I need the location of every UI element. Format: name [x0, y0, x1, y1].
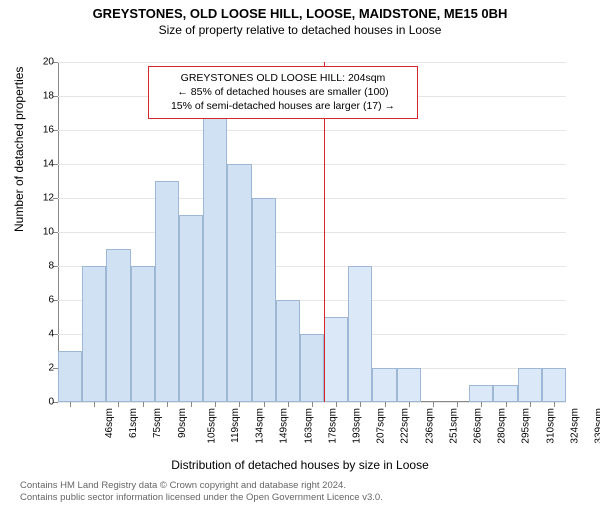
x-tick-label: 105sqm — [206, 408, 217, 444]
histogram-bar — [252, 198, 276, 402]
x-tick-label: 119sqm — [230, 408, 241, 443]
x-tick-mark — [264, 402, 265, 407]
x-tick-mark — [506, 402, 507, 407]
annotation-line: ← 85% of detached houses are smaller (10… — [155, 85, 411, 99]
histogram-bar — [227, 164, 251, 402]
plot-area: 0246810121416182046sqm61sqm75sqm90sqm105… — [58, 62, 566, 402]
x-tick-label: 90sqm — [177, 408, 188, 438]
histogram-bar — [82, 266, 106, 402]
x-tick-mark — [457, 402, 458, 407]
histogram-bar — [493, 385, 517, 402]
y-tick-label: 18 — [30, 91, 54, 102]
gridline — [58, 198, 566, 199]
x-tick-mark — [433, 402, 434, 407]
x-tick-mark — [554, 402, 555, 407]
x-tick-label: 266sqm — [473, 408, 484, 444]
footer-line-1: Contains HM Land Registry data © Crown c… — [20, 480, 600, 492]
gridline — [58, 232, 566, 233]
y-tick-label: 20 — [30, 57, 54, 68]
y-tick-label: 6 — [30, 295, 54, 306]
x-tick-mark — [530, 402, 531, 407]
x-tick-label: 207sqm — [376, 408, 387, 444]
histogram-bar — [131, 266, 155, 402]
x-tick-mark — [167, 402, 168, 407]
histogram-bar — [203, 96, 227, 402]
annotation-line: 15% of semi-detached houses are larger (… — [155, 99, 411, 113]
x-tick-label: 61sqm — [128, 408, 139, 438]
gridline — [58, 130, 566, 131]
x-tick-mark — [191, 402, 192, 407]
histogram-bar — [348, 266, 372, 402]
x-tick-label: 339sqm — [593, 408, 600, 444]
x-tick-label: 236sqm — [424, 408, 435, 444]
x-tick-label: 46sqm — [104, 408, 115, 438]
histogram-bar — [58, 351, 82, 402]
annotation-line: GREYSTONES OLD LOOSE HILL: 204sqm — [155, 71, 411, 85]
y-tick-label: 16 — [30, 125, 54, 136]
x-tick-label: 324sqm — [569, 408, 580, 444]
histogram-bar — [106, 249, 130, 402]
x-axis-label: Distribution of detached houses by size … — [0, 458, 600, 472]
x-tick-label: 178sqm — [327, 408, 338, 444]
main-title: GREYSTONES, OLD LOOSE HILL, LOOSE, MAIDS… — [0, 6, 600, 21]
x-tick-label: 163sqm — [303, 408, 314, 444]
histogram-bar — [372, 368, 396, 402]
x-tick-mark — [215, 402, 216, 407]
footer-attribution: Contains HM Land Registry data © Crown c… — [0, 480, 600, 504]
x-tick-label: 149sqm — [279, 408, 290, 444]
x-tick-mark — [409, 402, 410, 407]
x-tick-label: 134sqm — [255, 408, 266, 444]
histogram-bar — [542, 368, 566, 402]
x-tick-mark — [239, 402, 240, 407]
histogram-bar — [518, 368, 542, 402]
histogram-bar — [300, 334, 324, 402]
x-tick-label: 251sqm — [448, 408, 459, 444]
histogram-bar — [469, 385, 493, 402]
annotation-box: GREYSTONES OLD LOOSE HILL: 204sqm← 85% o… — [148, 66, 418, 119]
gridline — [58, 62, 566, 63]
x-tick-mark — [288, 402, 289, 407]
y-tick-label: 0 — [30, 397, 54, 408]
x-tick-mark — [143, 402, 144, 407]
x-tick-mark — [336, 402, 337, 407]
y-tick-label: 12 — [30, 193, 54, 204]
histogram-bar — [397, 368, 421, 402]
y-tick-label: 4 — [30, 329, 54, 340]
x-tick-mark — [70, 402, 71, 407]
x-tick-label: 295sqm — [521, 408, 532, 444]
y-tick-label: 8 — [30, 261, 54, 272]
x-tick-label: 222sqm — [400, 408, 411, 444]
x-tick-label: 310sqm — [545, 408, 556, 444]
sub-title: Size of property relative to detached ho… — [0, 23, 600, 37]
x-tick-mark — [94, 402, 95, 407]
footer-line-2: Contains public sector information licen… — [20, 492, 600, 504]
y-axis-label: Number of detached properties — [12, 67, 26, 232]
histogram-bar — [155, 181, 179, 402]
x-tick-mark — [118, 402, 119, 407]
y-tick-label: 10 — [30, 227, 54, 238]
histogram-bar — [324, 317, 348, 402]
x-tick-mark — [360, 402, 361, 407]
y-tick-label: 2 — [30, 363, 54, 374]
x-tick-label: 280sqm — [497, 408, 508, 444]
x-tick-mark — [481, 402, 482, 407]
x-tick-mark — [385, 402, 386, 407]
chart-container: GREYSTONES, OLD LOOSE HILL, LOOSE, MAIDS… — [0, 6, 600, 506]
histogram-bar — [276, 300, 300, 402]
gridline — [58, 164, 566, 165]
x-tick-label: 75sqm — [152, 408, 163, 438]
y-tick-label: 14 — [30, 159, 54, 170]
x-tick-mark — [312, 402, 313, 407]
histogram-bar — [179, 215, 203, 402]
x-tick-label: 193sqm — [352, 408, 363, 444]
